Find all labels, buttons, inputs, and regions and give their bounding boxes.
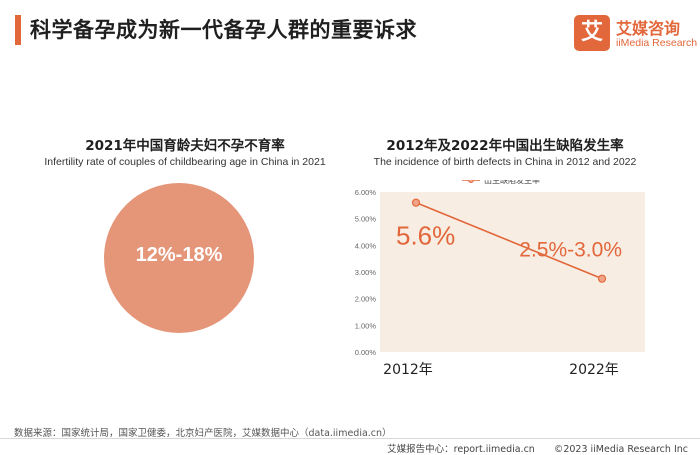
- plot-background: [380, 192, 645, 352]
- series-line: [415, 201, 603, 280]
- y-tick-label: 1.00%: [355, 321, 377, 330]
- y-tick-label: 6.00%: [355, 188, 377, 197]
- birth-defects-line-chart: 0.00% 1.00% 2.00% 3.00% 4.00% 5.00% 6.00% 出生缺陷发…: [355, 180, 645, 378]
- pie-title: 2021年中国育龄夫妇不孕不育率: [85, 138, 285, 154]
- logo-mark-icon: 艾: [574, 15, 610, 51]
- x-tick-label: 2012年: [383, 362, 433, 378]
- x-tick-label: 2022年: [569, 362, 619, 378]
- y-tick-label: 5.00%: [355, 215, 377, 224]
- data-point: [597, 274, 607, 283]
- data-source: 数据来源：国家统计局，国家卫健委，北京妇产医院，艾媒数据中心（data.iime…: [14, 428, 392, 439]
- brand-logo: 艾 艾媒咨询 iiMedia Research: [574, 15, 697, 55]
- infertility-pie: [104, 183, 254, 333]
- logo-name-cn: 艾媒咨询: [616, 19, 681, 38]
- data-point: [411, 198, 421, 207]
- y-tick-label: 0.00%: [355, 348, 377, 357]
- line-chart-title: 2012年及2022年中国出生缺陷发生率: [386, 138, 624, 154]
- footer-copyright: 艾媒报告中心：report.iimedia.cn ©2023 iiMedia R…: [387, 444, 688, 455]
- pie-subtitle: Infertility rate of couples of childbear…: [44, 156, 326, 168]
- legend-marker: [468, 180, 474, 183]
- page-title: 科学备孕成为新一代备孕人群的重要诉求: [30, 18, 417, 42]
- data-label: 2.5%-3.0%: [519, 239, 622, 262]
- title-accent-bar: [15, 15, 21, 45]
- y-tick-label: 4.00%: [355, 241, 377, 250]
- y-tick-label: 2.00%: [355, 295, 377, 304]
- logo-name-en: iiMedia Research: [616, 37, 698, 49]
- footer-divider: [0, 438, 700, 439]
- pie-value-label: 12%-18%: [135, 244, 223, 266]
- data-label: 5.6%: [396, 221, 455, 251]
- legend-label: 出生缺陷发生率: [484, 180, 540, 185]
- y-tick-label: 3.00%: [355, 268, 377, 277]
- line-chart-subtitle: The incidence of birth defects in China …: [373, 156, 637, 168]
